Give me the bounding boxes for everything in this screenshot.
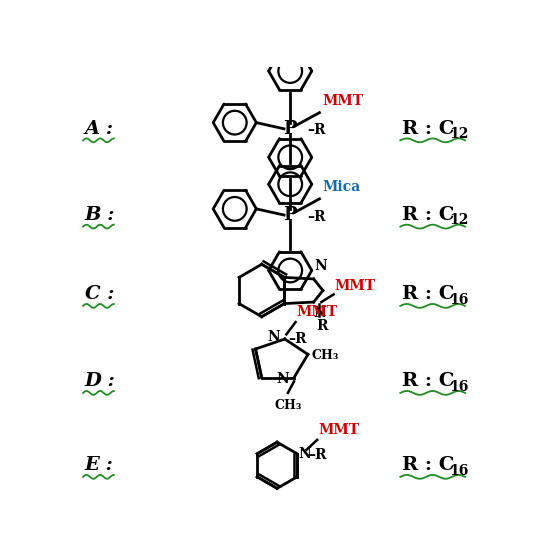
Text: –R: –R [307,209,326,223]
Text: R: R [317,319,328,333]
Text: R : C: R : C [402,372,454,390]
Text: R : C: R : C [402,206,454,224]
Text: P: P [284,206,297,224]
Text: –R: –R [307,123,326,137]
Text: E :: E : [84,456,114,474]
Text: R : C: R : C [402,286,454,304]
Text: MMT: MMT [318,423,359,437]
Text: 16: 16 [450,293,469,307]
Text: MMT: MMT [296,305,337,319]
Text: R : C: R : C [402,120,454,138]
Text: –R: –R [308,448,326,463]
Text: 12: 12 [450,127,469,141]
Text: CH₃: CH₃ [274,399,301,412]
Text: CH₃: CH₃ [312,349,339,362]
Text: N: N [299,447,311,461]
Text: 16: 16 [450,380,469,394]
Text: –R: –R [288,332,306,346]
Text: R : C: R : C [402,456,454,474]
Text: MMT: MMT [335,279,375,293]
Text: C :: C : [84,286,114,304]
Text: MMT: MMT [322,94,364,108]
Text: P: P [284,120,297,138]
Text: 12: 12 [450,213,469,227]
Text: N: N [315,259,327,273]
Text: N: N [277,372,290,386]
Text: D :: D : [84,372,115,390]
Text: 16: 16 [450,464,469,478]
Text: B :: B : [84,206,115,224]
Text: N: N [314,306,326,320]
Text: A :: A : [84,120,114,138]
Text: N: N [268,330,280,344]
Text: Mica: Mica [322,180,361,194]
